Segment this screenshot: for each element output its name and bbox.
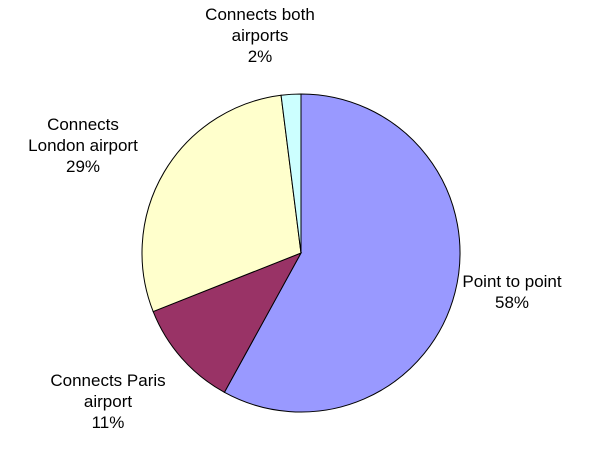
slice-percent-label: 11%: [92, 413, 125, 432]
slice-percent-label: 58%: [495, 293, 529, 312]
slice-percent-label: 29%: [66, 157, 100, 176]
pie-slice-0: [223, 93, 461, 413]
slice-label-line: airports: [232, 26, 289, 45]
slice-percent-label: 2%: [248, 47, 273, 66]
pie-slices: [141, 93, 461, 413]
slice-label-1: Connects Paris airport 11%: [50, 371, 165, 432]
slice-label-line: airport: [84, 392, 132, 411]
slice-label-0: Point to point 58%: [462, 272, 562, 312]
pie-slice-3: [280, 93, 302, 254]
slice-label-line: London airport: [28, 136, 138, 155]
pie-labels: Point to point 58% Connects Paris airport 11…: [28, 5, 562, 432]
pie-slice-2: [141, 94, 302, 313]
slice-label-line: Connects: [47, 115, 119, 134]
slice-label-line: Connects Paris: [50, 371, 165, 390]
slice-label-3: Connects both airports 2%: [205, 5, 315, 66]
slice-label-line: Point to point: [462, 272, 562, 291]
pie-slice-1: [152, 252, 303, 394]
slice-label-line: Connects both: [205, 5, 315, 24]
slice-label-2: Connects London airport 29%: [28, 115, 138, 176]
